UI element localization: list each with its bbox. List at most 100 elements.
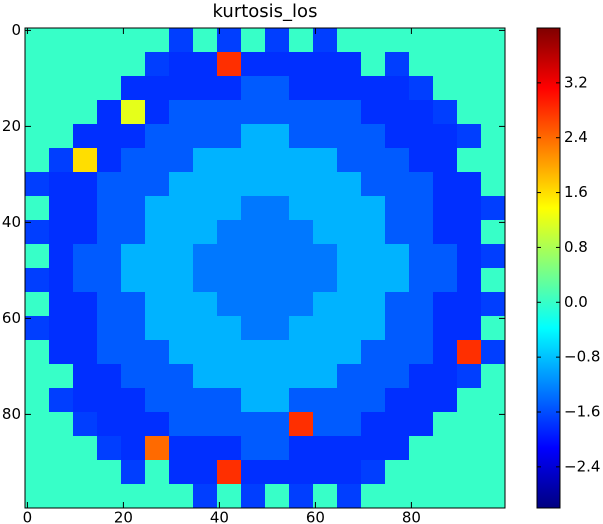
x-tick-label: 60 [306, 509, 325, 524]
heatmap-cell [433, 244, 458, 269]
heatmap-cell [433, 388, 458, 413]
heatmap-cell [409, 292, 434, 317]
heatmap-cell [313, 76, 338, 101]
heatmap-cell [433, 220, 458, 245]
heatmap-cell [385, 172, 410, 197]
heatmap-cell [385, 124, 410, 149]
heatmap-cell [481, 244, 506, 269]
heatmap-cell [169, 28, 194, 53]
heatmap-cell [361, 100, 386, 125]
heatmap-cell [481, 388, 506, 413]
heatmap-cell [169, 340, 194, 365]
heatmap-cell [73, 412, 98, 437]
heatmap-cell [385, 292, 410, 317]
heatmap-cell [25, 340, 50, 365]
heatmap-cell [241, 124, 266, 149]
heatmap-cell [337, 220, 362, 245]
heatmap-cell [481, 148, 506, 173]
heatmap-cell [481, 100, 506, 125]
heatmap-cell [121, 244, 146, 269]
heatmap-cell [481, 28, 506, 53]
heatmap-cell [289, 364, 314, 389]
heatmap-cell [97, 340, 122, 365]
heatmap-cell [457, 148, 482, 173]
heatmap-cell [49, 364, 74, 389]
heatmap-cell [409, 388, 434, 413]
heatmap-cell [193, 172, 218, 197]
heatmap-cell [193, 460, 218, 485]
heatmap-cell [241, 244, 266, 269]
heatmap-cell [313, 148, 338, 173]
heatmap-cell [169, 364, 194, 389]
heatmap-cell [49, 484, 74, 509]
heatmap-cell [289, 436, 314, 461]
heatmap-cell [169, 292, 194, 317]
heatmap-cell [241, 220, 266, 245]
heatmap-cell [25, 316, 50, 341]
heatmap-cell [25, 220, 50, 245]
heatmap-cell [25, 124, 50, 149]
heatmap-cell [73, 52, 98, 77]
heatmap-cell [433, 124, 458, 149]
heatmap-cell [385, 460, 410, 485]
heatmap-cell [481, 412, 506, 437]
heatmap-cell [457, 244, 482, 269]
heatmap-cell [193, 148, 218, 173]
heatmap-cell [313, 364, 338, 389]
heatmap-cell [97, 172, 122, 197]
heatmap-cell [145, 484, 170, 509]
heatmap-cell [265, 364, 290, 389]
heatmap-cell [217, 172, 242, 197]
heatmap-cell [457, 28, 482, 53]
colorbar-tick-label: 2.4 [564, 128, 588, 146]
heatmap-cell [97, 268, 122, 293]
heatmap-cell [25, 76, 50, 101]
heatmap-cell [241, 52, 266, 77]
heatmap-cell [97, 316, 122, 341]
heatmap [25, 28, 506, 509]
heatmap-cell [265, 460, 290, 485]
heatmap-cell [97, 484, 122, 509]
heatmap-cell [193, 124, 218, 149]
heatmap-cell [385, 220, 410, 245]
heatmap-cell [265, 220, 290, 245]
heatmap-cell [289, 172, 314, 197]
heatmap-cell [265, 172, 290, 197]
heatmap-cell [313, 388, 338, 413]
colorbar-tick-label: −1.6 [564, 403, 600, 421]
heatmap-cell [289, 316, 314, 341]
heatmap-cell [265, 124, 290, 149]
heatmap-cell [241, 268, 266, 293]
heatmap-cell [385, 436, 410, 461]
heatmap-cell [217, 148, 242, 173]
heatmap-cell [481, 460, 506, 485]
heatmap-cell [385, 52, 410, 77]
heatmap-cell [409, 268, 434, 293]
heatmap-cell [385, 76, 410, 101]
heatmap-cell [73, 316, 98, 341]
heatmap-cell [217, 196, 242, 221]
heatmap-cell [241, 316, 266, 341]
heatmap-cell [193, 436, 218, 461]
heatmap-cell [241, 76, 266, 101]
heatmap-cell [73, 340, 98, 365]
heatmap-cell [97, 412, 122, 437]
heatmap-cell [361, 76, 386, 101]
heatmap-cell [313, 196, 338, 221]
heatmap-cell [121, 484, 146, 509]
heatmap-cell [25, 28, 50, 53]
heatmap-cell [169, 460, 194, 485]
heatmap-cell [433, 172, 458, 197]
heatmap-cell [121, 220, 146, 245]
heatmap-cell [385, 340, 410, 365]
y-tick-label: 80 [2, 405, 21, 423]
heatmap-cell [457, 460, 482, 485]
heatmap-cell [265, 76, 290, 101]
heatmap-cell [433, 292, 458, 317]
heatmap-cell [145, 412, 170, 437]
heatmap-cell [361, 484, 386, 509]
heatmap-cell [217, 340, 242, 365]
colorbar-tick-label: −2.4 [564, 457, 600, 475]
heatmap-cell [217, 244, 242, 269]
heatmap-cell [145, 220, 170, 245]
